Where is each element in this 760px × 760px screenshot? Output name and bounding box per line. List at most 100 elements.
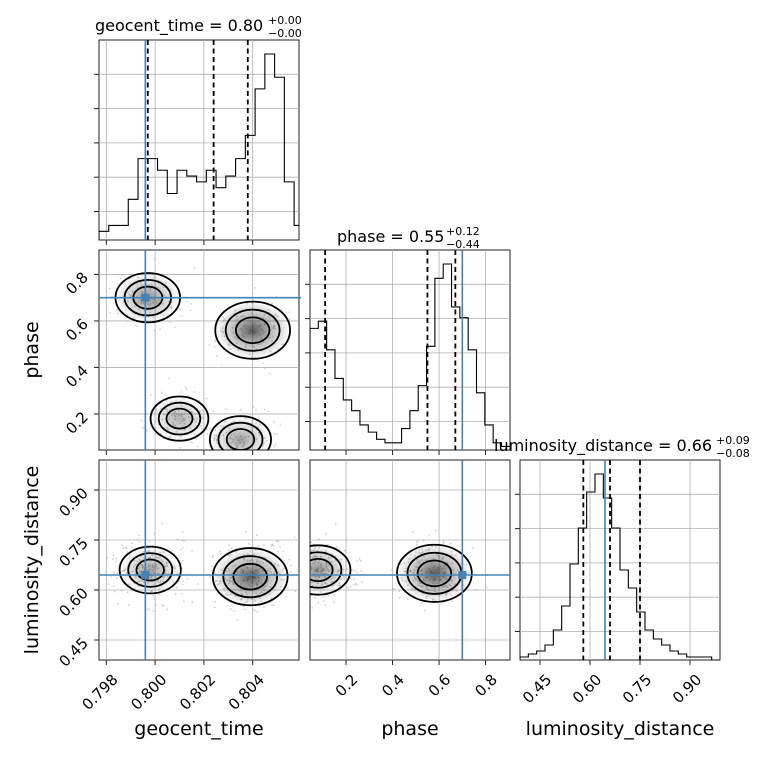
sample-point [191,601,194,603]
contour-line [232,562,268,591]
sample-point [224,408,227,410]
sample-point [256,610,259,613]
sample-point [115,309,118,312]
sample-point [181,531,184,534]
sample-point [191,550,193,552]
sample-point [308,591,310,593]
sample-point [321,596,324,599]
sample-point [270,544,272,547]
sample-point [276,540,278,543]
sample-point [251,608,254,611]
sample-point [451,600,453,603]
sample-point [160,391,163,394]
sample-point [242,605,245,608]
contour-line [127,552,174,588]
title-luminosity_distance: luminosity_distance = 0.66 +0.09 −0.08 [494,434,750,460]
sample-point [109,311,112,314]
contour-line [149,395,210,442]
hist-geocent_time [99,40,299,240]
sample-point [326,543,329,546]
sample-point [422,539,425,542]
density-geocent_time-luminosity_distance [90,522,299,622]
svg-text:−0.08: −0.08 [716,447,750,460]
sample-point [239,408,242,411]
sample-point [271,302,273,305]
sample-point [90,587,92,589]
sample-point [287,592,289,594]
sample-point [152,609,155,612]
sample-point [335,546,338,548]
sample-point [255,409,257,411]
sample-point [286,561,289,564]
tick-label-x: 0.2 [332,671,362,701]
sample-point [325,532,328,535]
sample-point [134,324,137,327]
sample-point [153,329,156,332]
sample-point [153,533,156,535]
svg-text:geocent_time = 0.80: geocent_time = 0.80 [95,16,263,36]
sample-point [185,388,188,391]
sample-point [128,604,130,607]
sample-point [271,543,274,546]
sample-point [273,433,275,436]
tick-label-x: 0.45 [519,671,555,707]
sample-point [121,544,124,547]
sample-point [110,576,113,578]
sample-point [168,321,171,324]
sample-point [406,598,409,601]
sample-point [168,377,171,380]
contour-line [310,551,343,589]
sample-point [249,413,252,416]
truth-marker [141,571,150,579]
sample-point [300,559,302,561]
contour-line [225,428,256,450]
sample-point [303,580,305,582]
sample-point [211,554,214,557]
sample-point [263,606,265,609]
sample-point [162,604,165,607]
sample-point [136,538,139,541]
contour-line [234,316,271,345]
sample-point [136,325,138,328]
sample-point [311,606,314,609]
sample-point [205,397,208,400]
tick-label-y: 0.4 [62,362,92,392]
tick-label-y: 0.75 [55,534,91,570]
sample-point [310,595,313,597]
sample-point [294,581,296,583]
sample-point [262,544,265,546]
sample-point [420,602,423,605]
sample-point [126,551,129,553]
sample-point [293,536,296,539]
ylabel-phase: phase [21,321,43,378]
sample-point [148,540,151,543]
sample-point [284,552,286,554]
sample-point [267,410,270,413]
svg-text:+0.00: +0.00 [268,14,302,27]
sample-point [121,551,124,553]
sample-point [306,538,308,540]
sample-point [275,443,277,446]
sample-point [285,462,287,464]
sample-point [180,314,183,317]
sample-point [94,310,96,312]
sample-point [243,456,245,458]
sample-point [359,559,362,562]
sample-point [324,604,327,607]
hist-phase [310,250,510,450]
sample-point [113,590,116,593]
sample-point [252,406,255,408]
sample-point [212,410,215,413]
sample-point [302,579,304,581]
sample-point [121,274,123,277]
sample-point [258,417,261,420]
sample-point [353,569,356,572]
panel-phase-vs-geocent_time [98,249,300,451]
sample-point [295,569,297,571]
sample-point [104,571,107,574]
tick-label-x: 0.90 [669,671,705,707]
sample-point [153,257,156,260]
sample-point [302,552,304,554]
sample-point [148,609,151,611]
